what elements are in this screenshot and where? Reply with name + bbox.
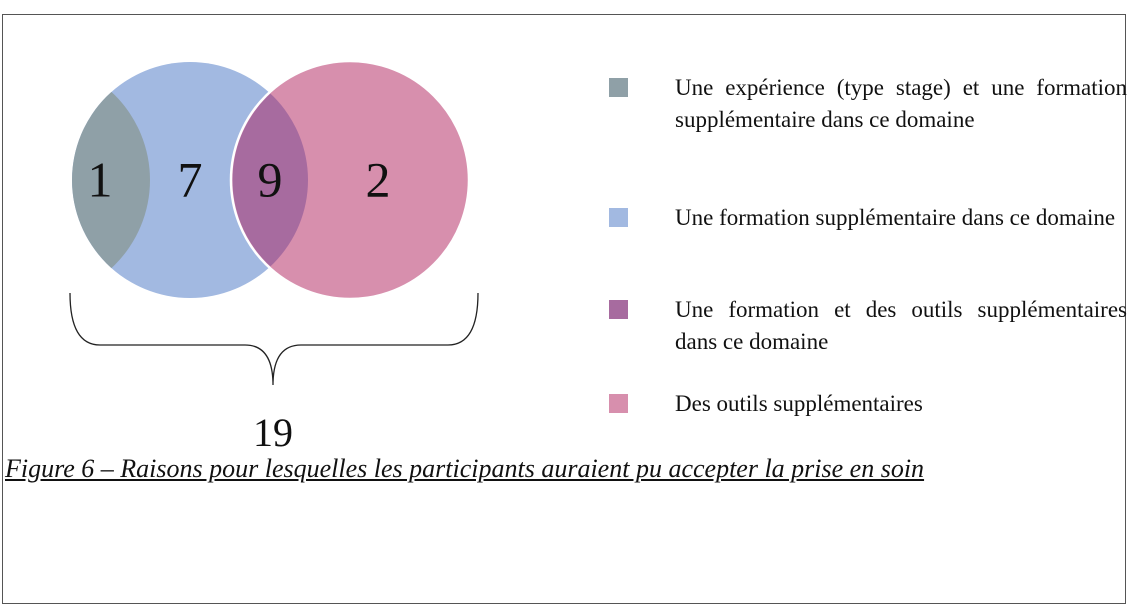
region-label: 9: [258, 151, 283, 207]
brace: [69, 292, 479, 386]
venn-region-experience: [72, 62, 150, 298]
figure-caption: Figure 6 – Raisons pour lesquelles les p…: [5, 454, 925, 483]
region-label: 7: [178, 151, 203, 207]
region-label: 1: [88, 151, 113, 207]
total-label: 19: [253, 410, 293, 455]
legend-text: Des outils supplémentaires: [675, 391, 923, 416]
legend-swatch: [609, 394, 628, 413]
venn-region-overlap: [232, 62, 308, 298]
legend-text: Une formation supplémentaire dans ce dom…: [675, 205, 1116, 230]
region-label: 2: [366, 151, 391, 207]
legend-swatch: [609, 208, 628, 227]
legend-text: Une formation et des outils supplémentai…: [675, 297, 1127, 354]
legend-text: Une expérience (type stage) et une forma…: [675, 75, 1127, 132]
legend-swatch: [609, 300, 628, 319]
legend-item: Une formation supplémentaire dans ce dom…: [609, 202, 1127, 234]
legend-item: Une formation et des outils supplémentai…: [609, 294, 1127, 358]
legend-swatch: [609, 78, 628, 97]
legend-item: Une expérience (type stage) et une forma…: [609, 72, 1127, 136]
legend-item: Des outils supplémentaires: [609, 388, 1127, 420]
